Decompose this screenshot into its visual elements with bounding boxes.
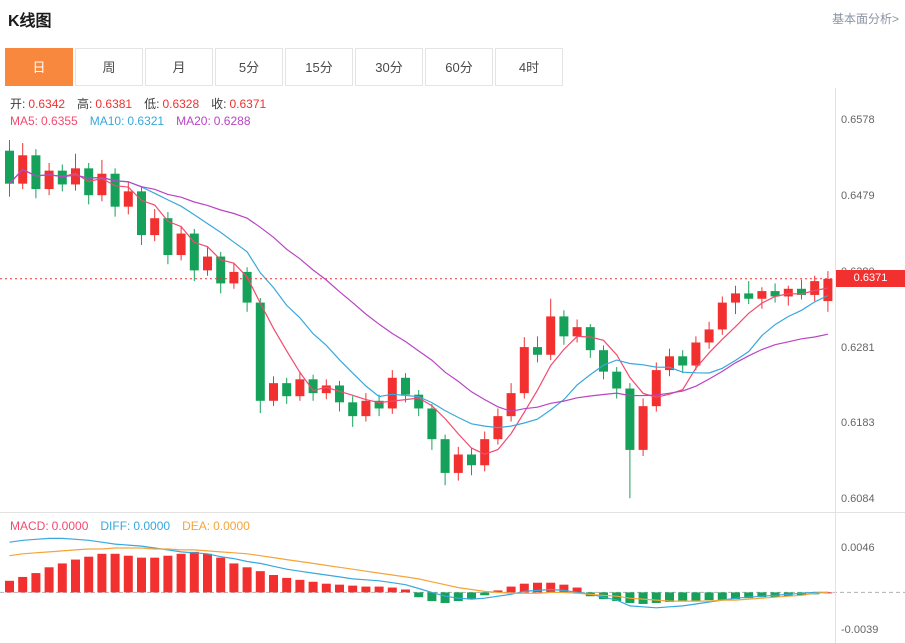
tab-日[interactable]: 日 (5, 48, 73, 86)
macd-legend-item: DEA: 0.0000 (182, 519, 250, 533)
price-axis-tick: 0.6084 (841, 493, 875, 505)
macd-legend: MACD: 0.0000 DIFF: 0.0000 DEA: 0.0000 (10, 519, 262, 533)
price-axis-tick: 0.6183 (841, 417, 875, 430)
ohlc-legend-item: 高: 0.6381 (77, 97, 133, 111)
macd-axis-tick: 0.0046 (841, 542, 875, 554)
ohlc-legend-item: 收: 0.6371 (211, 97, 267, 111)
tab-15分[interactable]: 15分 (285, 48, 353, 86)
macd-legend-item: MACD: 0.0000 (10, 519, 89, 533)
price-axis-tick: 0.6281 (841, 341, 875, 354)
fundamental-analysis-link[interactable]: 基本面分析> (831, 12, 899, 26)
ma-legend-item: MA10: 0.6321 (89, 114, 165, 128)
ma-legend-item: MA20: 0.6288 (176, 114, 251, 128)
macd-pane: MACD: 0.0000 DIFF: 0.0000 DEA: 0.0000 0.0046 -… (0, 513, 905, 643)
ohlc-legend-item: 低: 0.6328 (144, 97, 200, 111)
ma-legend-item: MA5: 0.6355 (10, 114, 78, 128)
tab-5分[interactable]: 5分 (215, 48, 283, 86)
main-chart-pane: 开: 0.6342 高: 0.6381 低: 0.6328 收: 0.6371 MA5: 0.6… (0, 88, 905, 512)
macd-axis-tick: -0.0039 (841, 624, 879, 636)
candlestick-chart[interactable] (0, 88, 905, 512)
page-title: K线图 (8, 13, 52, 30)
macd-chart[interactable] (0, 513, 905, 643)
axis-separator (835, 88, 836, 643)
ma-legend: MA5: 0.6355 MA10: 0.6321 MA20: 0.6288 (10, 114, 263, 128)
tab-60分[interactable]: 60分 (425, 48, 493, 86)
macd-legend-item: DIFF: 0.0000 (100, 519, 171, 533)
tab-周[interactable]: 周 (75, 48, 143, 86)
price-axis-tick: 0.6578 (841, 114, 875, 126)
tab-30分[interactable]: 30分 (355, 48, 423, 86)
ohlc-legend: 开: 0.6342 高: 0.6381 低: 0.6328 收: 0.6371 (10, 95, 278, 112)
ohlc-legend-item: 开: 0.6342 (10, 97, 66, 111)
price-axis-tick: 0.6479 (841, 189, 875, 202)
current-price-tag: 0.6371 (836, 269, 905, 287)
period-tabbar: 日周月 5分 15分 30分 60分 4时 (5, 48, 563, 86)
pane-separator (0, 512, 905, 513)
tab-4时[interactable]: 4时 (495, 48, 563, 86)
tab-月[interactable]: 月 (145, 48, 213, 86)
